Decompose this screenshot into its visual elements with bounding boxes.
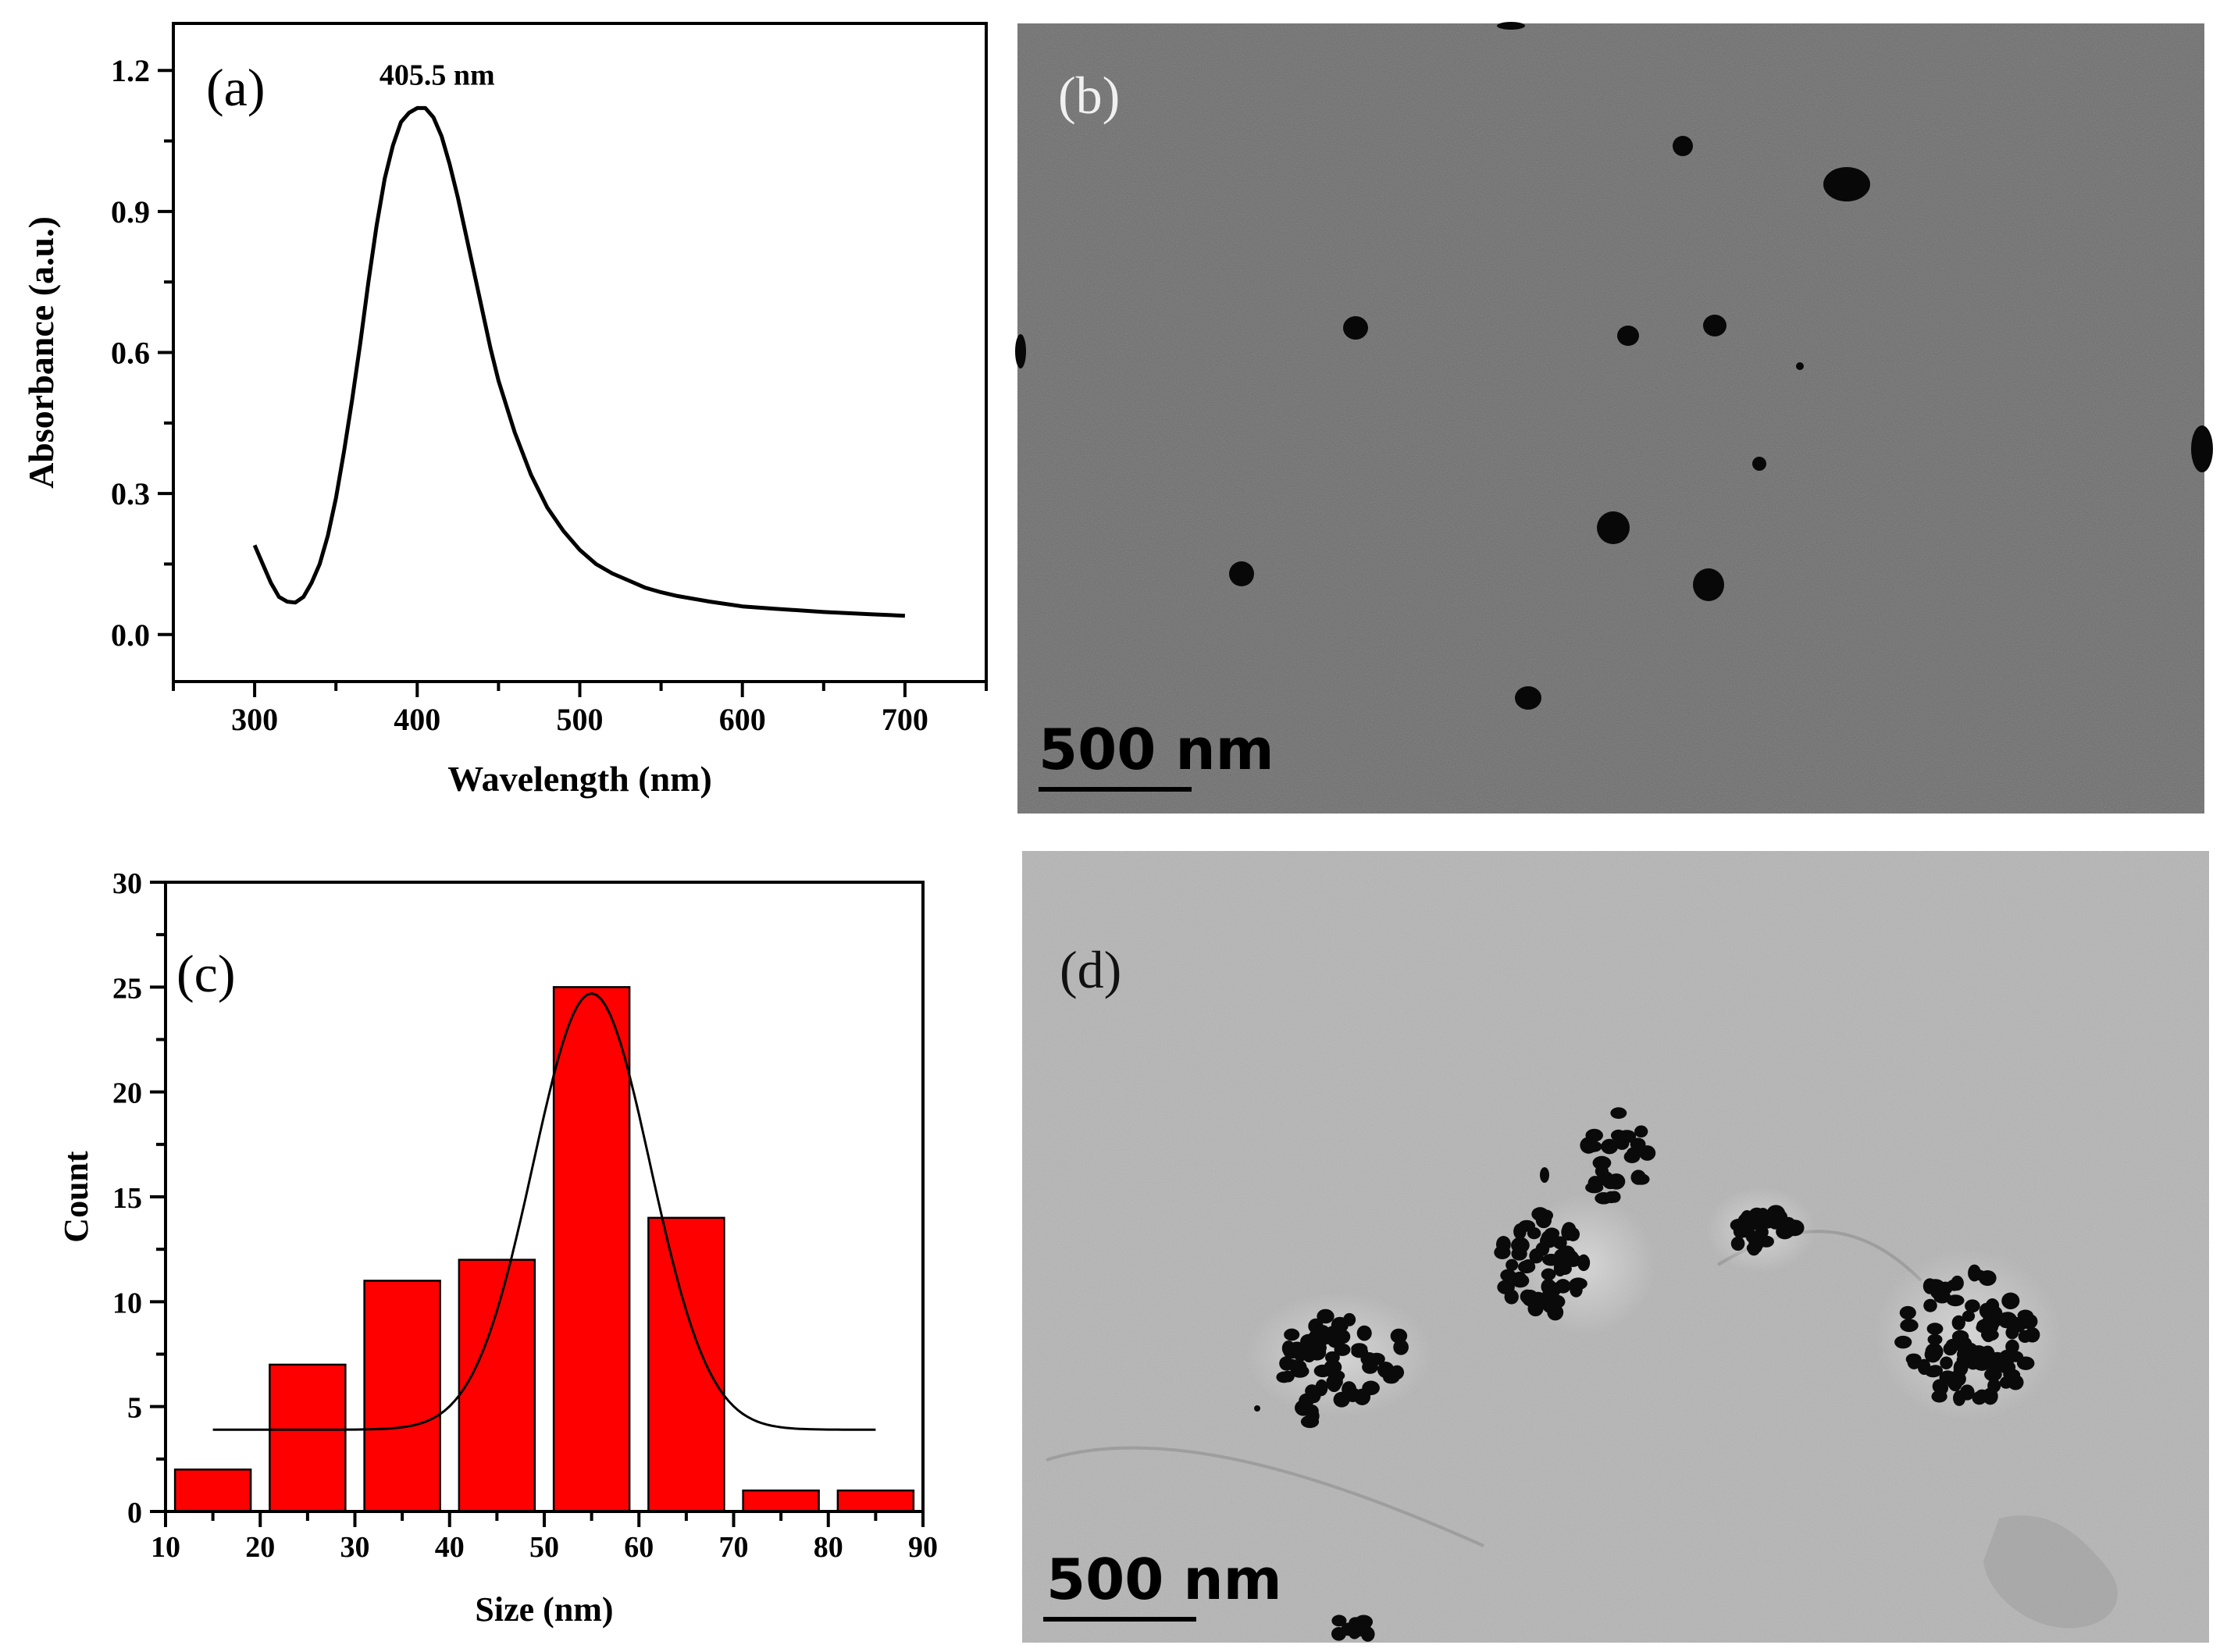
histogram-bar [647, 1216, 725, 1513]
scale-bar-label-d: 500 nm [1046, 1547, 1282, 1612]
y-tick-label: 0.9 [111, 194, 150, 230]
panel-label-b: (b) [1058, 66, 1120, 125]
x-axis-label: Wavelength (nm) [447, 759, 712, 799]
panel-label-d: (d) [1060, 940, 1121, 999]
y-tick-label: 0.0 [111, 618, 150, 653]
histogram-bar [269, 1363, 347, 1513]
gaussian-fit-line [212, 992, 876, 1431]
absorbance-line [252, 105, 906, 618]
tem-image-d: 500 nm (d) [1022, 851, 2209, 1643]
x-tick-label: 600 [719, 702, 766, 737]
x-tick-label: 700 [882, 702, 928, 737]
x-tick-label: 60 [624, 1531, 654, 1564]
x-tick-label: 300 [231, 702, 278, 737]
x-tick-label: 400 [394, 702, 440, 737]
histogram-bar [836, 1489, 915, 1513]
scale-bar-label-b: 500 nm [1039, 717, 1274, 782]
histogram-bar [742, 1489, 820, 1513]
histogram-bar [363, 1280, 441, 1513]
y-tick-label: 0.6 [111, 336, 150, 371]
y-tick-label: 10 [112, 1287, 142, 1319]
x-tick-label: 90 [908, 1531, 938, 1564]
y-tick-label: 20 [112, 1077, 142, 1110]
nanoparticles [1015, 22, 2213, 710]
y-axis-label: Absorbance (a.u.) [21, 216, 61, 489]
tem-image-b: 500 nm (b) [1015, 22, 2213, 814]
y-tick-label: 5 [127, 1392, 142, 1425]
x-tick-label: 50 [529, 1531, 559, 1564]
histogram-bar [173, 1469, 252, 1513]
plot-frame [164, 881, 925, 1513]
x-tick-label: 30 [340, 1531, 370, 1564]
y-axis-label: Count [57, 1151, 95, 1243]
y-tick-label: 25 [112, 972, 142, 1005]
histogram-bar [458, 1259, 536, 1513]
y-tick-label: 0 [127, 1497, 142, 1529]
nanoparticle-aggregates [1254, 1107, 2040, 1642]
x-tick-label: 10 [151, 1531, 180, 1564]
x-tick-label: 80 [814, 1531, 843, 1564]
plot-frame [172, 22, 988, 683]
histogram-bar [552, 986, 631, 1513]
y-tick-label: 0.3 [111, 476, 150, 511]
x-tick-label: 40 [435, 1531, 465, 1564]
size-histogram: 10 20 30 40 50 60 70 80 90 0 5 10 15 20 25 30 (c) Size … [57, 867, 938, 1629]
y-tick-label: 15 [112, 1182, 142, 1215]
x-tick-label: 500 [557, 702, 604, 737]
y-tick-label: 1.2 [111, 53, 150, 88]
panel-label-c: (c) [176, 944, 235, 1003]
panel-label-a: (a) [206, 58, 265, 117]
x-axis-label: Size (nm) [475, 1590, 613, 1629]
absorbance-chart: 300 400 500 600 700 0.0 0.3 0.6 0.9 1.2 (a) 405.5… [21, 22, 988, 799]
peak-annotation: 405.5 nm [380, 59, 495, 91]
x-tick-label: 20 [245, 1531, 275, 1564]
y-tick-label: 30 [112, 867, 142, 900]
x-tick-label: 70 [719, 1531, 749, 1564]
